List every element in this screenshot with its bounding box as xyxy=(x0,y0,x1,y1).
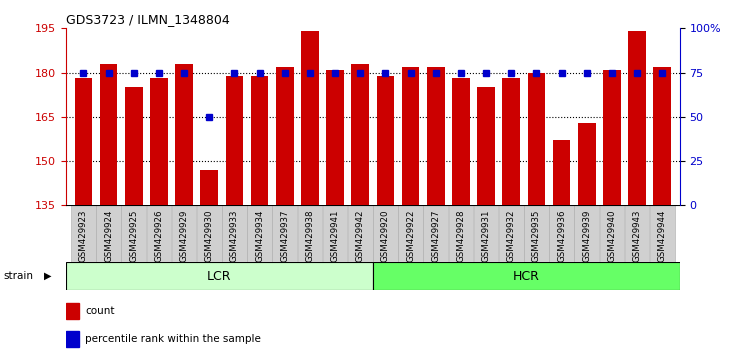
Text: count: count xyxy=(86,306,115,316)
Bar xyxy=(452,79,470,205)
Text: GSM429920: GSM429920 xyxy=(381,210,390,262)
Bar xyxy=(251,75,268,205)
FancyBboxPatch shape xyxy=(121,205,146,262)
Bar xyxy=(477,87,495,205)
Text: GSM429942: GSM429942 xyxy=(356,210,365,262)
Bar xyxy=(402,67,420,205)
FancyBboxPatch shape xyxy=(449,205,473,262)
Bar xyxy=(376,75,394,205)
Bar xyxy=(66,331,79,347)
FancyBboxPatch shape xyxy=(499,205,523,262)
Text: GSM429931: GSM429931 xyxy=(482,210,491,262)
Text: ▶: ▶ xyxy=(44,271,51,281)
Bar xyxy=(502,79,520,205)
Bar xyxy=(654,67,671,205)
Text: GSM429924: GSM429924 xyxy=(104,210,113,262)
Bar xyxy=(75,79,92,205)
FancyBboxPatch shape xyxy=(96,205,121,262)
FancyBboxPatch shape xyxy=(71,205,96,262)
Bar xyxy=(66,303,79,319)
FancyBboxPatch shape xyxy=(172,205,197,262)
Text: GSM429941: GSM429941 xyxy=(330,210,340,262)
Bar xyxy=(125,87,143,205)
Bar xyxy=(301,31,319,205)
FancyBboxPatch shape xyxy=(373,205,398,262)
Text: GSM429939: GSM429939 xyxy=(582,210,591,262)
FancyBboxPatch shape xyxy=(273,205,297,262)
FancyBboxPatch shape xyxy=(298,205,322,262)
Bar xyxy=(150,79,167,205)
Bar xyxy=(553,141,570,205)
Text: GSM429929: GSM429929 xyxy=(180,210,189,262)
FancyBboxPatch shape xyxy=(197,205,221,262)
Text: GSM429928: GSM429928 xyxy=(456,210,466,262)
Bar xyxy=(200,170,218,205)
Text: GDS3723 / ILMN_1348804: GDS3723 / ILMN_1348804 xyxy=(66,13,230,26)
Text: GSM429926: GSM429926 xyxy=(154,210,164,262)
FancyBboxPatch shape xyxy=(398,205,423,262)
Text: GSM429930: GSM429930 xyxy=(205,210,213,262)
Text: HCR: HCR xyxy=(513,270,539,282)
FancyBboxPatch shape xyxy=(549,205,574,262)
FancyBboxPatch shape xyxy=(247,205,272,262)
Bar xyxy=(66,262,373,290)
Text: GSM429940: GSM429940 xyxy=(607,210,616,262)
Text: GSM429925: GSM429925 xyxy=(129,210,138,262)
Text: GSM429922: GSM429922 xyxy=(406,210,415,262)
Text: GSM429937: GSM429937 xyxy=(280,210,289,262)
Bar xyxy=(99,64,118,205)
Text: LCR: LCR xyxy=(207,270,232,282)
Bar xyxy=(226,75,243,205)
FancyBboxPatch shape xyxy=(222,205,247,262)
FancyBboxPatch shape xyxy=(625,205,649,262)
Text: GSM429943: GSM429943 xyxy=(632,210,642,262)
Bar xyxy=(175,64,193,205)
FancyBboxPatch shape xyxy=(423,205,448,262)
Bar xyxy=(326,70,344,205)
FancyBboxPatch shape xyxy=(147,205,171,262)
Text: GSM429933: GSM429933 xyxy=(230,210,239,262)
Bar xyxy=(628,31,646,205)
FancyBboxPatch shape xyxy=(322,205,347,262)
Text: GSM429935: GSM429935 xyxy=(532,210,541,262)
Bar xyxy=(373,262,680,290)
FancyBboxPatch shape xyxy=(474,205,499,262)
FancyBboxPatch shape xyxy=(348,205,373,262)
Bar xyxy=(603,70,621,205)
Text: GSM429934: GSM429934 xyxy=(255,210,264,262)
FancyBboxPatch shape xyxy=(599,205,624,262)
FancyBboxPatch shape xyxy=(524,205,549,262)
Text: strain: strain xyxy=(4,271,34,281)
Text: GSM429932: GSM429932 xyxy=(507,210,516,262)
Bar xyxy=(528,73,545,205)
FancyBboxPatch shape xyxy=(575,205,599,262)
Text: GSM429923: GSM429923 xyxy=(79,210,88,262)
Bar xyxy=(276,67,294,205)
Bar xyxy=(578,123,596,205)
Bar xyxy=(352,64,369,205)
Bar xyxy=(427,67,444,205)
Text: GSM429927: GSM429927 xyxy=(431,210,440,262)
FancyBboxPatch shape xyxy=(650,205,675,262)
Text: GSM429938: GSM429938 xyxy=(306,210,314,262)
Text: percentile rank within the sample: percentile rank within the sample xyxy=(86,334,261,344)
Text: GSM429936: GSM429936 xyxy=(557,210,566,262)
Text: GSM429944: GSM429944 xyxy=(658,210,667,262)
